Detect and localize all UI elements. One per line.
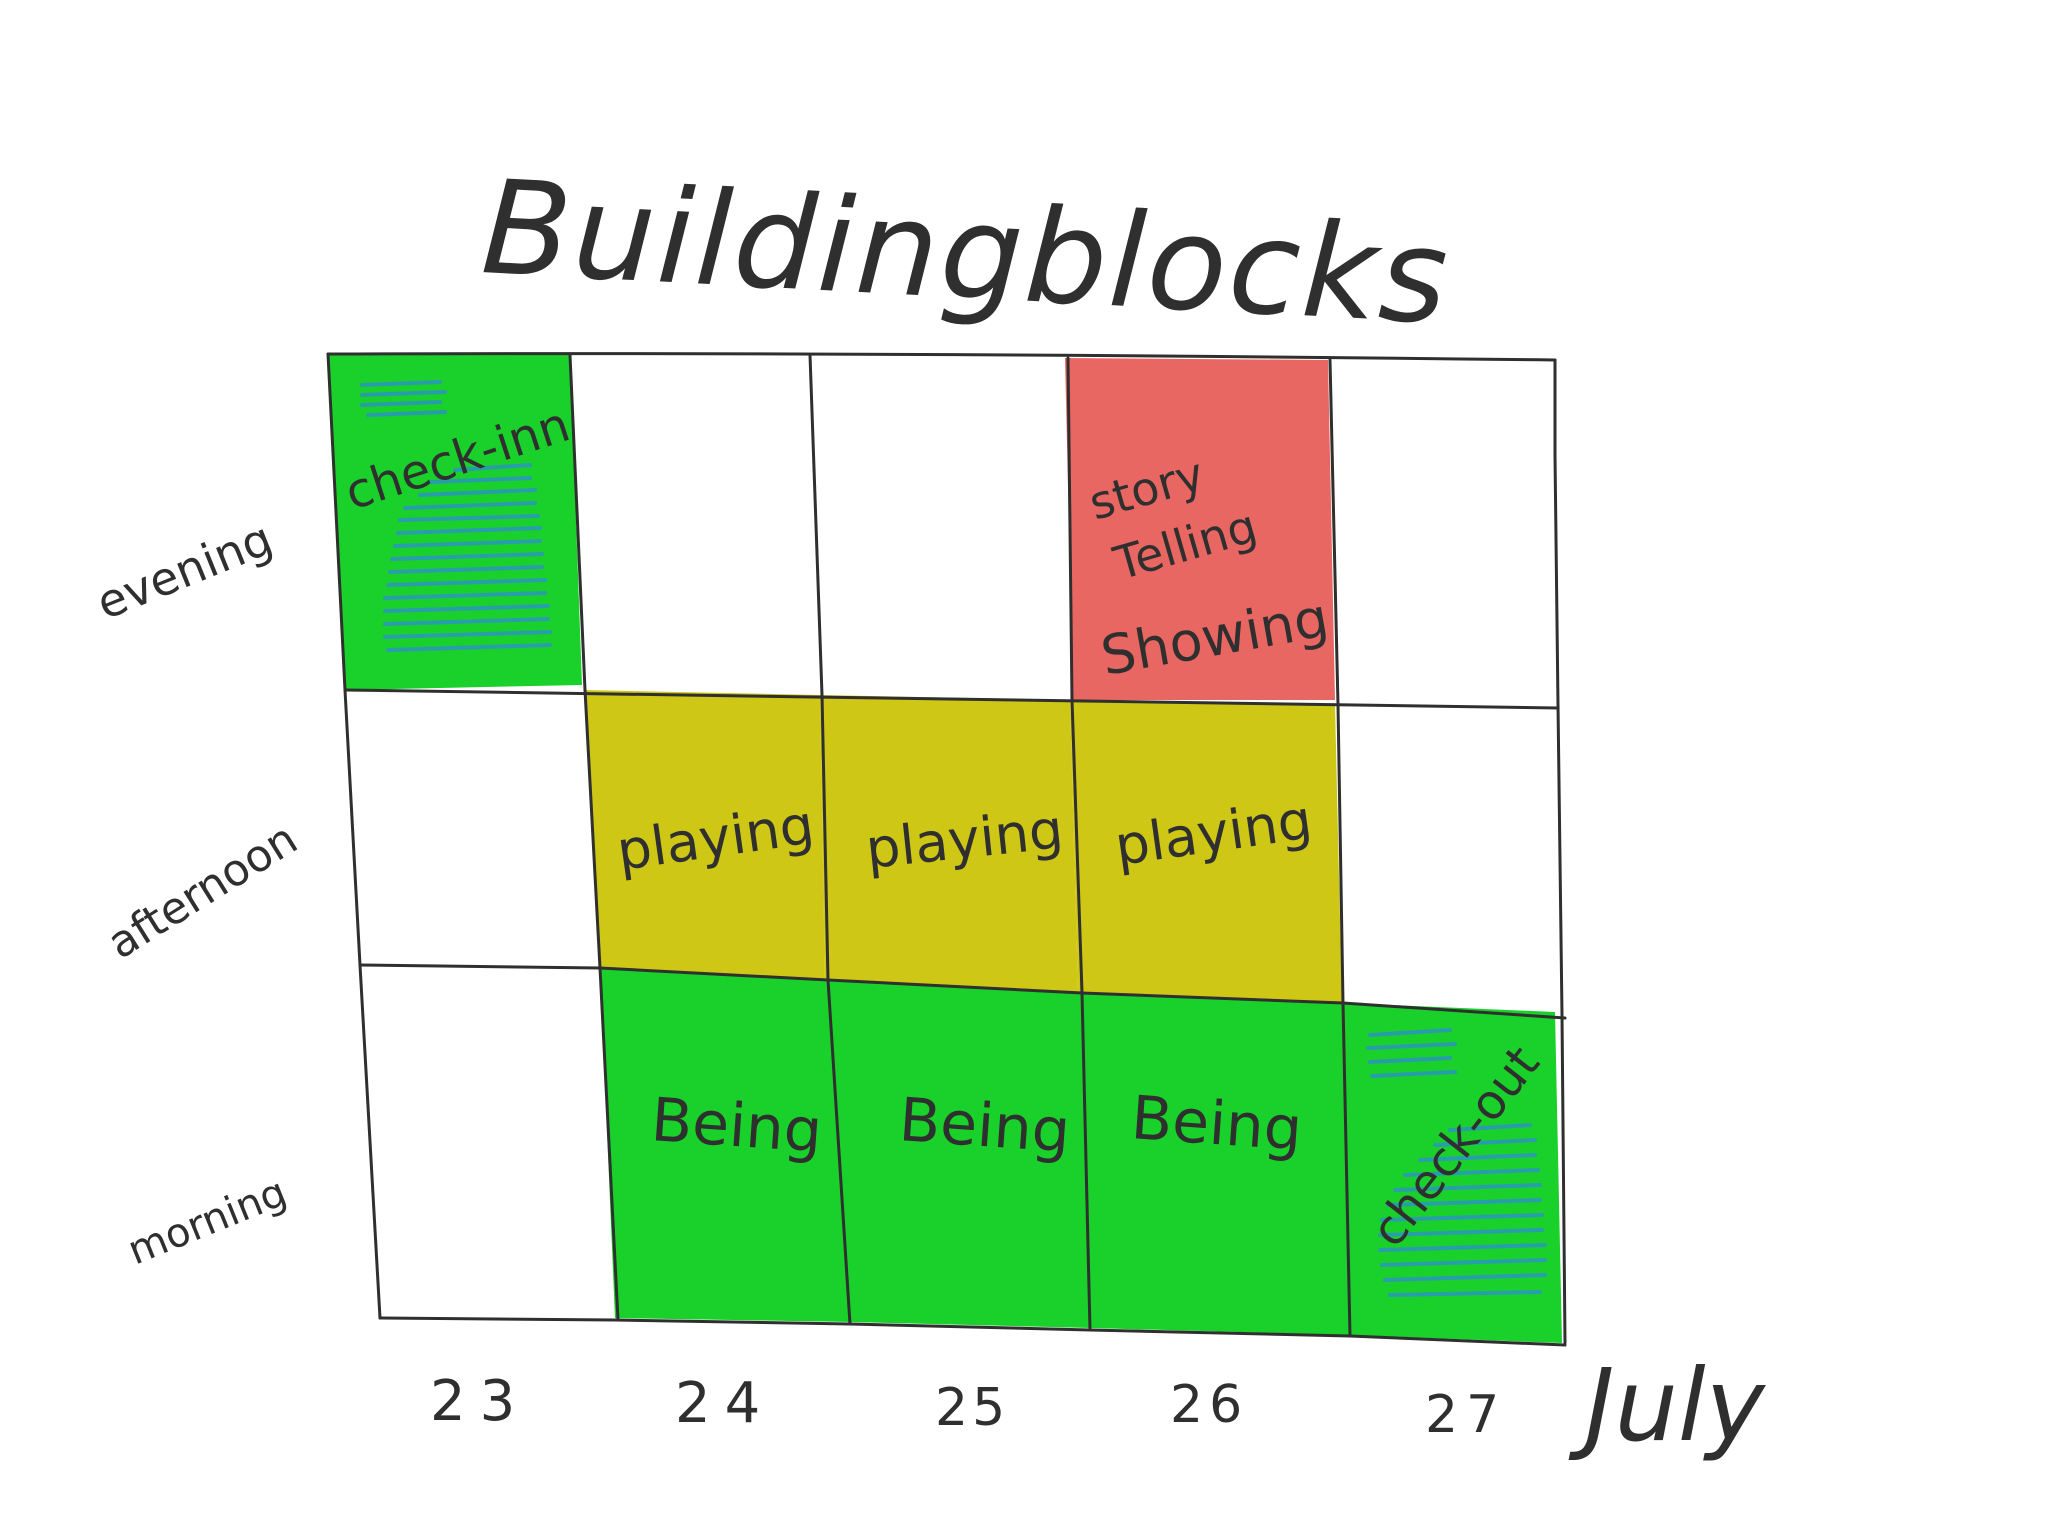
cell-morning-25 (828, 980, 1090, 1328)
cell-text-being-26: Being (1129, 1083, 1304, 1165)
grid-col-line-2 (808, 353, 852, 1326)
cell-afternoon-24 (585, 690, 825, 980)
grid-top-line (326, 352, 1557, 362)
grid-bottom-line (378, 1316, 1567, 1347)
grid-row-line-1 (343, 688, 1560, 710)
grid-col-line-4 (1328, 358, 1352, 1338)
grid-row-line-2 (358, 963, 1567, 1020)
cell-morning-24 (600, 968, 850, 1322)
day-label-27: 27 (1425, 1385, 1507, 1445)
grid-left-line (326, 352, 382, 1320)
grid-right-line (1553, 358, 1567, 1345)
row-label-afternoon: afternoon (99, 813, 307, 969)
cell-morning-26 (1082, 993, 1350, 1335)
grid-col-line-1 (568, 353, 620, 1322)
grid-lines (326, 352, 1567, 1347)
row-label-evening: evening (89, 511, 280, 630)
grid-col-line-3 (1066, 356, 1092, 1332)
cell-afternoon-26 (1070, 700, 1342, 1005)
diagram-title: Buildingblocks (478, 151, 1453, 353)
cell-text-being-24: Being (649, 1085, 824, 1167)
cell-afternoon-25 (820, 695, 1078, 992)
day-label-26: 26 (1170, 1375, 1248, 1435)
day-label-25: 25 (935, 1378, 1009, 1438)
row-label-morning: morning (122, 1169, 294, 1274)
day-label-23: 23 (430, 1369, 529, 1434)
check-out-scribble (1366, 1028, 1547, 1297)
day-label-24: 24 (675, 1371, 774, 1436)
cell-text-being-25: Being (897, 1085, 1072, 1167)
cell-evening-26 (1065, 358, 1335, 700)
afternoon-row (585, 690, 1342, 1005)
month-label: July (1568, 1347, 1767, 1464)
check-in-scribble (360, 380, 552, 652)
